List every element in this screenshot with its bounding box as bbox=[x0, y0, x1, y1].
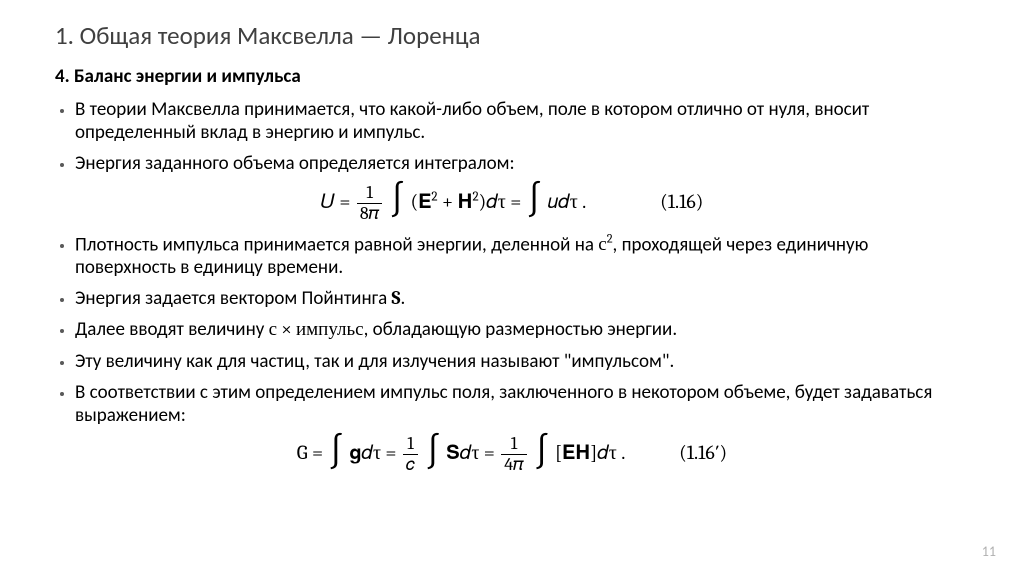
equation-number: (1.16) bbox=[660, 190, 703, 213]
slide-content: 1. Общая теория Максвелла — Лоренца 4. Б… bbox=[0, 0, 1024, 474]
eq-text: 𝑢𝑑τ . bbox=[547, 190, 585, 213]
eq-text: + 𝐇 bbox=[438, 190, 473, 213]
eq-text: (𝐄 bbox=[410, 190, 431, 213]
eq-text: )𝑑τ = bbox=[479, 190, 522, 213]
text-run: Далее вводят величину bbox=[75, 318, 269, 341]
bullet-list: В теории Максвелла принимается, что како… bbox=[55, 98, 969, 176]
denominator: 8𝜋 bbox=[357, 204, 382, 223]
integral-icon: ∫ bbox=[328, 439, 343, 464]
bullet-item: В теории Максвелла принимается, что како… bbox=[75, 98, 969, 144]
fraction: 1 𝑐 bbox=[403, 435, 418, 474]
equation-2: G = ∫ 𝐠𝑑τ = 1 𝑐 ∫ 𝐒𝑑τ = 1 4𝜋 ∫ [𝐄𝐇]𝑑τ . … bbox=[55, 435, 969, 474]
text-run: Плотность импульса принимается равной эн… bbox=[75, 233, 598, 256]
section-heading: 4. Баланс энергии и импульса bbox=[55, 65, 969, 88]
numerator: 1 bbox=[501, 435, 527, 455]
integral-icon: ∫ bbox=[527, 187, 542, 212]
equation-1: 𝑈 = 1 8𝜋 ∫ (𝐄2 + 𝐇2)𝑑τ = ∫ 𝑢𝑑τ . (1.16) bbox=[55, 184, 969, 223]
bullet-item: В соответствии с этим определением импул… bbox=[75, 381, 969, 427]
bullet-item: Далее вводят величину с × импульс, облад… bbox=[75, 318, 969, 341]
numerator: 1 bbox=[357, 184, 382, 204]
eq-text: G = bbox=[297, 441, 323, 464]
bullet-item: Плотность импульса принимается равной эн… bbox=[75, 233, 969, 280]
bullet-item: Эту величину как для частиц, так и для и… bbox=[75, 350, 969, 373]
integral-icon: ∫ bbox=[390, 187, 405, 212]
eq-text: [𝐄𝐇]𝑑τ . bbox=[555, 441, 625, 464]
fraction: 1 8𝜋 bbox=[357, 184, 382, 223]
math-base: с bbox=[598, 233, 606, 255]
equation-number: (1.16′) bbox=[679, 441, 727, 464]
text-run: . bbox=[401, 287, 406, 310]
bullet-list: Плотность импульса принимается равной эн… bbox=[55, 233, 969, 428]
fraction: 1 4𝜋 bbox=[501, 435, 527, 474]
integral-icon: ∫ bbox=[425, 439, 440, 464]
eq-text: 𝐠𝑑τ = bbox=[349, 441, 396, 464]
inline-math: с × импульс bbox=[269, 318, 364, 340]
eq-text: 𝐒𝑑τ = bbox=[446, 441, 495, 464]
integral-icon: ∫ bbox=[534, 439, 549, 464]
bullet-item: Энергия задается вектором Пойнтинга S. bbox=[75, 287, 969, 310]
bullet-item: Энергия заданного объема определяется ин… bbox=[75, 152, 969, 175]
text-run: , обладающую размерностью энергии. bbox=[364, 318, 678, 341]
slide-title: 1. Общая теория Максвелла — Лоренца bbox=[55, 20, 969, 51]
inline-math: S bbox=[392, 287, 401, 309]
inline-math: с2 bbox=[598, 233, 612, 255]
text-run: Энергия задается вектором Пойнтинга bbox=[75, 287, 392, 310]
numerator: 1 bbox=[403, 435, 418, 455]
page-number: 11 bbox=[982, 543, 996, 560]
eq-text: 𝑈 = bbox=[321, 190, 351, 213]
denominator: 𝑐 bbox=[403, 455, 418, 474]
denominator: 4𝜋 bbox=[501, 455, 527, 474]
